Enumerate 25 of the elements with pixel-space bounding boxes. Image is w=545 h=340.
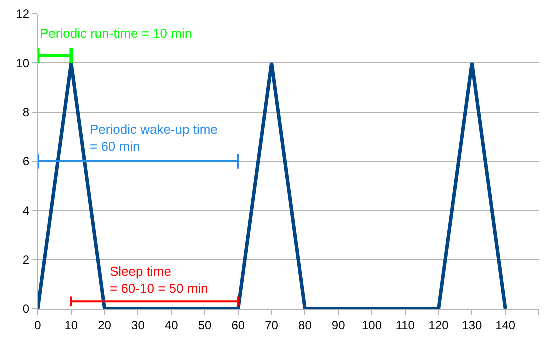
annotation: Periodic run-time = 10 min <box>40 26 192 41</box>
y-tick-label: 4 <box>22 204 30 218</box>
x-tick-label: 140 <box>496 318 516 332</box>
y-tick-label: 2 <box>22 253 30 268</box>
x-tick-label: 10 <box>64 318 78 332</box>
y-tick-label: 10 <box>16 56 30 70</box>
x-tick-label: 0 <box>34 318 42 332</box>
x-tick-label: 40 <box>164 318 179 332</box>
x-tick-label: 60 <box>232 318 246 332</box>
x-tick-label: 90 <box>332 318 346 332</box>
y-tick-label: 8 <box>22 106 30 120</box>
x-tick-label: 80 <box>298 318 312 332</box>
x-tick-label: 20 <box>98 318 112 332</box>
y-tick-label: 12 <box>16 7 30 22</box>
x-tick-label: 100 <box>362 318 382 332</box>
y-tick-label: 6 <box>22 154 30 169</box>
annotation: Sleep time = 60-10 = 50 min <box>110 264 208 296</box>
x-tick-label: 120 <box>428 318 450 332</box>
x-tick-label: 110 <box>396 318 416 332</box>
y-tick-label: 0 <box>22 302 30 316</box>
x-tick-label: 30 <box>132 318 146 332</box>
x-tick-label: 70 <box>265 318 279 332</box>
x-tick-label: 50 <box>198 318 212 332</box>
annotation: Periodic wake-up time = 60 min <box>90 122 218 154</box>
x-tick-label: 130 <box>462 318 483 332</box>
